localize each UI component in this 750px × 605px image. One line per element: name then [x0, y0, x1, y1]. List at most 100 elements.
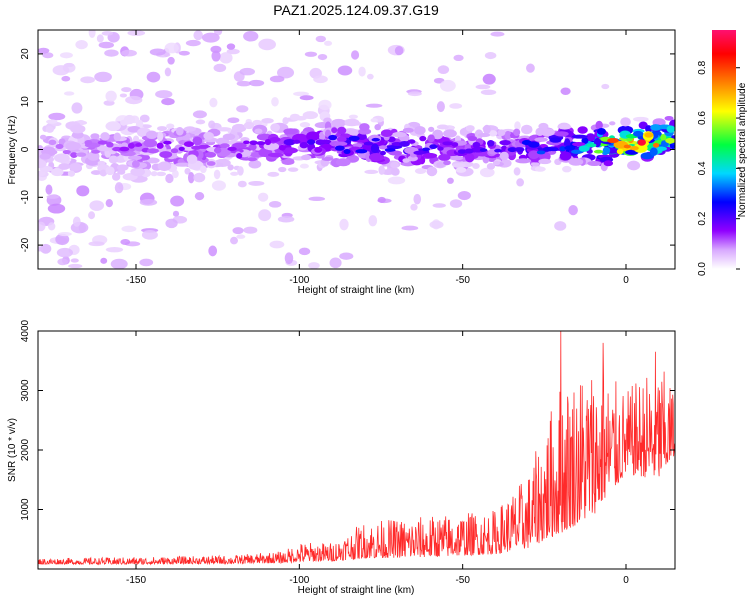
heatmap-cell [632, 130, 644, 137]
heatmap-cell [306, 139, 316, 145]
heatmap-cell [664, 115, 674, 121]
heatmap-cell [156, 142, 164, 149]
heatmap-cell [257, 192, 269, 202]
heatmap-cell [564, 145, 576, 151]
heatmap-cell [170, 148, 179, 154]
heatmap-cell [572, 141, 586, 147]
heatmap-cell [199, 165, 207, 174]
heatmap-cell [637, 139, 646, 146]
heatmap-cell [453, 54, 464, 62]
y-tick-label: 10 [20, 96, 31, 108]
x-tick-label: -100 [289, 575, 309, 586]
heatmap-cell [166, 123, 175, 129]
heatmap-cell [530, 162, 540, 167]
heatmap-cell [243, 140, 250, 145]
heatmap-cell [226, 48, 240, 55]
heatmap-cell [96, 34, 104, 43]
heatmap-cell [193, 172, 206, 183]
heatmap-cell [336, 136, 347, 143]
heatmap-cell [334, 141, 348, 146]
heatmap-cell [94, 71, 112, 83]
heatmap-cell [38, 47, 50, 54]
heatmap-cell [165, 173, 174, 184]
heatmap-cell [607, 137, 619, 144]
heatmap-cell [213, 147, 222, 154]
heatmap-cell [318, 99, 332, 111]
heatmap-cell [620, 117, 631, 127]
heatmap-cell [377, 196, 386, 203]
heatmap-cell [174, 162, 191, 167]
heatmap-cell [270, 123, 280, 132]
heatmap-cell [306, 131, 320, 142]
heatmap-cell [299, 141, 309, 149]
heatmap-cell [586, 143, 597, 148]
heatmap-cell [449, 155, 464, 161]
heatmap-cell [655, 146, 668, 151]
heatmap-cell [112, 146, 122, 152]
heatmap-cell [47, 203, 66, 214]
heatmap-cell [248, 143, 257, 151]
heatmap-cell [97, 160, 106, 166]
heatmap-cell [568, 158, 584, 166]
heatmap-cell [155, 90, 173, 99]
heatmap-cell [499, 140, 511, 146]
y-tick-label: 1000 [20, 498, 31, 521]
heatmap-cell [407, 139, 416, 144]
heatmap-cell [249, 140, 258, 146]
heatmap-cell [87, 151, 100, 161]
heatmap-cell [76, 185, 90, 197]
heatmap-cell [402, 127, 414, 133]
heatmap-cell [568, 204, 578, 216]
heatmap-cell [108, 155, 119, 164]
heatmap-cell [571, 134, 588, 139]
heatmap-cell [183, 126, 196, 132]
heatmap-cell [201, 32, 220, 43]
heatmap-cell [331, 118, 347, 127]
heatmap-cell [549, 137, 562, 143]
heatmap-cell [492, 160, 501, 166]
heatmap-cell [159, 151, 173, 158]
heatmap-cell [121, 87, 132, 93]
heatmap-cell [660, 134, 667, 141]
heatmap-cell [117, 164, 129, 171]
heatmap-cell [482, 73, 496, 85]
heatmap-cell [90, 170, 102, 175]
y-tick-label: 3000 [20, 379, 31, 402]
heatmap-cell [427, 134, 435, 143]
heatmap-cell [371, 137, 381, 142]
y-tick-label: 2000 [20, 438, 31, 461]
heatmap-cell [184, 167, 191, 175]
snr-x-ticks: -150 -100 -50 0 [126, 331, 629, 586]
heatmap-cell [443, 129, 457, 138]
heatmap-cell [452, 163, 466, 168]
heatmap-cell [319, 139, 332, 144]
heatmap-cell [331, 127, 338, 134]
heatmap-cell [428, 126, 435, 132]
heatmap-cell [414, 126, 426, 135]
heatmap-cell [99, 169, 108, 177]
colorbar-tick-label: 0.0 [697, 262, 708, 276]
heatmap-cell [170, 195, 185, 207]
heatmap-cell [515, 158, 532, 164]
heatmap-cell [536, 150, 546, 155]
heatmap-cell [185, 39, 201, 47]
heatmap-cell [114, 182, 124, 194]
heatmap-cell [308, 196, 326, 202]
spectrogram-y-label: Frequency (Hz) [7, 116, 18, 185]
heatmap-cell [227, 146, 237, 152]
heatmap-cell [248, 180, 265, 186]
heatmap-cell [206, 161, 216, 166]
snr-x-label: Height of straight line (km) [298, 585, 415, 596]
heatmap-cell [329, 257, 342, 269]
heatmap-cell [254, 128, 263, 134]
heatmap-cell [237, 180, 247, 188]
heatmap-cell [100, 132, 110, 141]
heatmap-cell [465, 125, 475, 132]
heatmap-cell [535, 127, 545, 137]
heatmap-cell [554, 131, 569, 137]
heatmap-cell [269, 240, 285, 249]
heatmap-cell [59, 52, 73, 59]
heatmap-cell [75, 40, 88, 50]
